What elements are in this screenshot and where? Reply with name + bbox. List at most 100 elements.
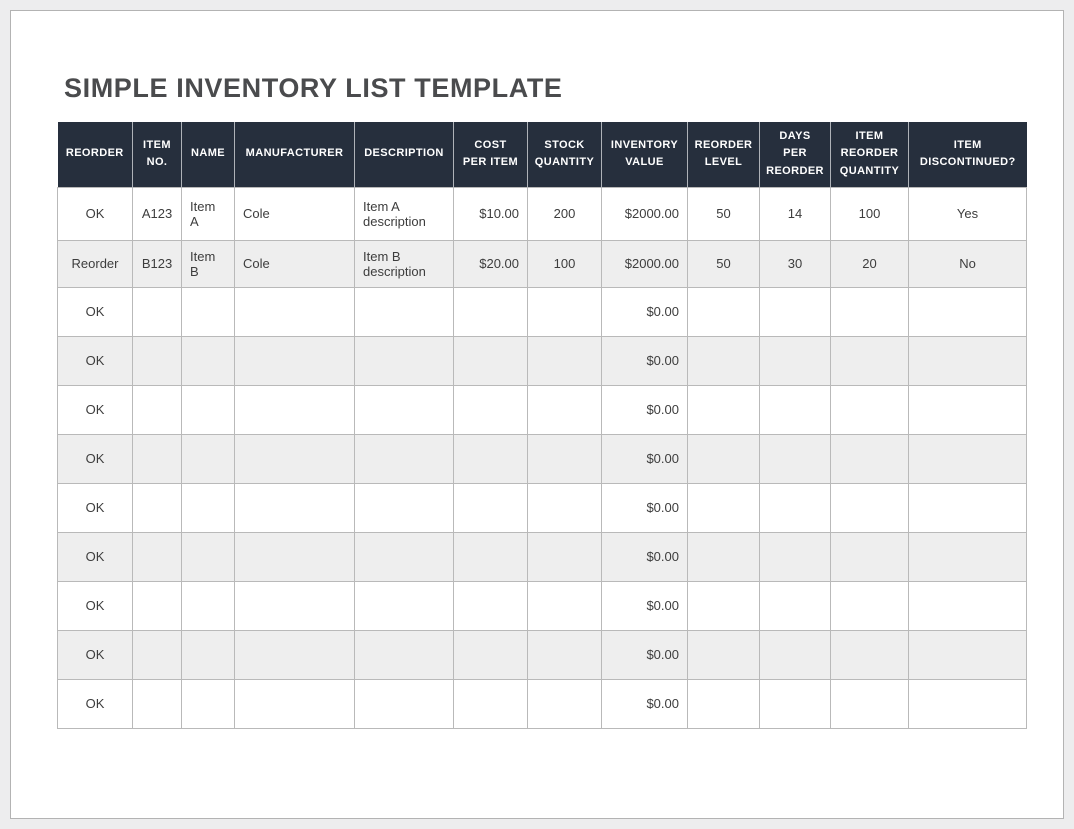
cell-r2-c6[interactable]: $20.00 (453, 239, 528, 288)
cell-r3-c6[interactable] (453, 286, 528, 337)
cell-r11-c11[interactable] (830, 678, 909, 729)
cell-r6-c1[interactable]: OK (57, 433, 133, 484)
cell-r11-c2[interactable] (132, 678, 182, 729)
cell-r10-c5[interactable] (354, 629, 454, 680)
cell-r3-c3[interactable] (181, 286, 235, 337)
cell-r10-c8[interactable]: $0.00 (601, 629, 688, 680)
cell-r7-c8[interactable]: $0.00 (601, 482, 688, 533)
cell-r11-c6[interactable] (453, 678, 528, 729)
cell-r5-c7[interactable] (527, 384, 602, 435)
cell-r9-c8[interactable]: $0.00 (601, 580, 688, 631)
cell-r9-c3[interactable] (181, 580, 235, 631)
cell-r10-c12[interactable] (908, 629, 1027, 680)
cell-r2-c8[interactable]: $2000.00 (601, 239, 688, 288)
cell-r6-c2[interactable] (132, 433, 182, 484)
cell-r3-c11[interactable] (830, 286, 909, 337)
cell-r9-c4[interactable] (234, 580, 355, 631)
cell-r8-c4[interactable] (234, 531, 355, 582)
cell-r11-c7[interactable] (527, 678, 602, 729)
cell-r10-c10[interactable] (759, 629, 831, 680)
cell-r8-c10[interactable] (759, 531, 831, 582)
cell-r3-c9[interactable] (687, 286, 760, 337)
cell-r6-c9[interactable] (687, 433, 760, 484)
cell-r1-c6[interactable]: $10.00 (453, 186, 528, 241)
cell-r6-c11[interactable] (830, 433, 909, 484)
cell-r11-c10[interactable] (759, 678, 831, 729)
cell-r1-c5[interactable]: Item A description (354, 186, 454, 241)
cell-r3-c12[interactable] (908, 286, 1027, 337)
cell-r2-c4[interactable]: Cole (234, 239, 355, 288)
cell-r7-c12[interactable] (908, 482, 1027, 533)
cell-r1-c3[interactable]: Item A (181, 186, 235, 241)
cell-r7-c1[interactable]: OK (57, 482, 133, 533)
cell-r8-c2[interactable] (132, 531, 182, 582)
cell-r9-c5[interactable] (354, 580, 454, 631)
cell-r9-c1[interactable]: OK (57, 580, 133, 631)
cell-r9-c11[interactable] (830, 580, 909, 631)
cell-r5-c4[interactable] (234, 384, 355, 435)
cell-r8-c3[interactable] (181, 531, 235, 582)
cell-r1-c9[interactable]: 50 (687, 186, 760, 241)
cell-r1-c8[interactable]: $2000.00 (601, 186, 688, 241)
cell-r8-c1[interactable]: OK (57, 531, 133, 582)
cell-r4-c9[interactable] (687, 335, 760, 386)
cell-r10-c1[interactable]: OK (57, 629, 133, 680)
cell-r7-c6[interactable] (453, 482, 528, 533)
cell-r5-c1[interactable]: OK (57, 384, 133, 435)
cell-r2-c3[interactable]: Item B (181, 239, 235, 288)
cell-r1-c2[interactable]: A123 (132, 186, 182, 241)
cell-r1-c11[interactable]: 100 (830, 186, 909, 241)
cell-r8-c7[interactable] (527, 531, 602, 582)
cell-r2-c9[interactable]: 50 (687, 239, 760, 288)
cell-r7-c5[interactable] (354, 482, 454, 533)
cell-r4-c6[interactable] (453, 335, 528, 386)
cell-r10-c6[interactable] (453, 629, 528, 680)
cell-r10-c11[interactable] (830, 629, 909, 680)
cell-r7-c10[interactable] (759, 482, 831, 533)
cell-r5-c5[interactable] (354, 384, 454, 435)
cell-r11-c8[interactable]: $0.00 (601, 678, 688, 729)
cell-r4-c12[interactable] (908, 335, 1027, 386)
cell-r6-c7[interactable] (527, 433, 602, 484)
cell-r7-c3[interactable] (181, 482, 235, 533)
cell-r7-c4[interactable] (234, 482, 355, 533)
cell-r10-c7[interactable] (527, 629, 602, 680)
cell-r11-c1[interactable]: OK (57, 678, 133, 729)
cell-r4-c7[interactable] (527, 335, 602, 386)
cell-r11-c3[interactable] (181, 678, 235, 729)
cell-r9-c12[interactable] (908, 580, 1027, 631)
cell-r3-c2[interactable] (132, 286, 182, 337)
cell-r7-c11[interactable] (830, 482, 909, 533)
cell-r11-c4[interactable] (234, 678, 355, 729)
cell-r11-c12[interactable] (908, 678, 1027, 729)
cell-r2-c5[interactable]: Item B description (354, 239, 454, 288)
cell-r11-c9[interactable] (687, 678, 760, 729)
cell-r5-c11[interactable] (830, 384, 909, 435)
cell-r4-c3[interactable] (181, 335, 235, 386)
cell-r9-c7[interactable] (527, 580, 602, 631)
cell-r10-c3[interactable] (181, 629, 235, 680)
cell-r6-c5[interactable] (354, 433, 454, 484)
cell-r8-c11[interactable] (830, 531, 909, 582)
cell-r3-c10[interactable] (759, 286, 831, 337)
cell-r1-c10[interactable]: 14 (759, 186, 831, 241)
cell-r4-c11[interactable] (830, 335, 909, 386)
cell-r5-c10[interactable] (759, 384, 831, 435)
cell-r9-c2[interactable] (132, 580, 182, 631)
cell-r7-c9[interactable] (687, 482, 760, 533)
cell-r4-c5[interactable] (354, 335, 454, 386)
cell-r10-c4[interactable] (234, 629, 355, 680)
cell-r3-c8[interactable]: $0.00 (601, 286, 688, 337)
cell-r8-c6[interactable] (453, 531, 528, 582)
cell-r4-c8[interactable]: $0.00 (601, 335, 688, 386)
cell-r2-c11[interactable]: 20 (830, 239, 909, 288)
cell-r6-c3[interactable] (181, 433, 235, 484)
cell-r1-c4[interactable]: Cole (234, 186, 355, 241)
cell-r2-c1[interactable]: Reorder (57, 239, 133, 288)
cell-r9-c6[interactable] (453, 580, 528, 631)
cell-r5-c9[interactable] (687, 384, 760, 435)
cell-r1-c7[interactable]: 200 (527, 186, 602, 241)
cell-r4-c10[interactable] (759, 335, 831, 386)
cell-r3-c5[interactable] (354, 286, 454, 337)
cell-r7-c7[interactable] (527, 482, 602, 533)
